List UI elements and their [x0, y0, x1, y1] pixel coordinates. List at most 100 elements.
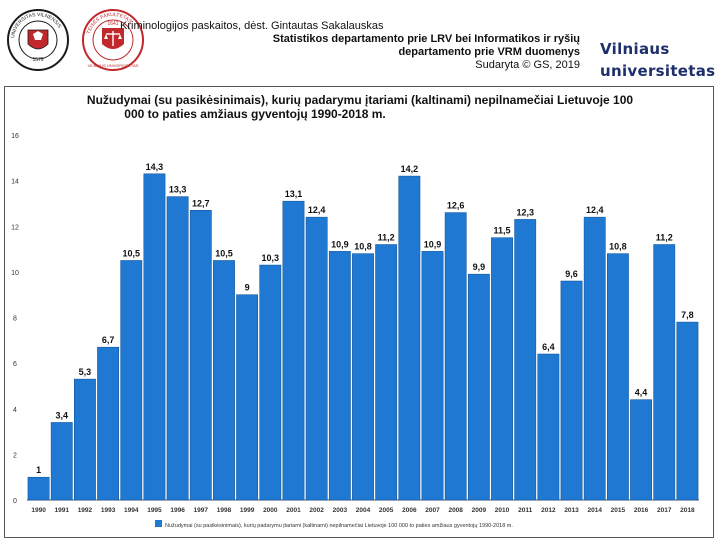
x-tick-label: 1995	[147, 507, 162, 514]
y-tick-label: 14	[11, 179, 19, 186]
data-label-2011: 12,3	[516, 207, 534, 217]
data-label-2013: 9,6	[565, 269, 578, 279]
data-label-1996: 13,3	[169, 185, 187, 195]
brand-line-2: universitetas	[600, 62, 716, 80]
y-tick-label: 10	[11, 270, 19, 277]
bar-chart: Nužudymai (su pasikėsinimais), kurių pad…	[11, 93, 699, 529]
data-label-2018: 7,8	[681, 310, 694, 320]
data-label-2010: 11,5	[494, 226, 511, 236]
legend: Nužudymai (su pasikėsinimais), kurių pad…	[155, 520, 513, 529]
x-tick-label: 2011	[518, 507, 532, 514]
x-tick-label: 2010	[495, 507, 510, 514]
x-tick-label: 2005	[379, 507, 394, 514]
bar-2006	[398, 175, 421, 501]
law-faculty-seal-logo: TEISĖS FAKULTETAS 1641 VILNIAUS UNIVERSI…	[82, 9, 144, 71]
x-tick-label: 2018	[680, 507, 695, 514]
data-label-2006: 14,2	[401, 164, 419, 174]
x-tick-label: 2002	[309, 507, 324, 514]
y-tick-label: 16	[11, 133, 19, 140]
data-label-1990: 1	[36, 465, 41, 475]
x-tick-label: 2012	[541, 507, 556, 514]
x-tick-label: 2008	[448, 507, 463, 514]
y-tick-label: 0	[13, 498, 17, 505]
x-tick-label: 1996	[170, 507, 185, 514]
bar-1997	[189, 210, 212, 501]
x-tick-label: 1993	[101, 507, 116, 514]
bar-2000	[259, 264, 282, 501]
bar-2001	[282, 200, 305, 501]
logo1-year: 1579	[32, 57, 43, 63]
bar-2004	[352, 253, 374, 501]
x-tick-label: 1999	[240, 507, 255, 514]
x-tick-label: 2004	[356, 507, 371, 514]
data-label-2009: 9,9	[473, 262, 486, 272]
x-tick-label: 2017	[657, 507, 672, 514]
data-label-2002: 12,4	[308, 205, 326, 215]
data-label-2000: 10,3	[262, 253, 280, 263]
y-tick-label: 4	[13, 407, 17, 414]
x-tick-label: 2006	[402, 507, 417, 514]
x-tick-label: 2013	[564, 507, 579, 514]
y-tick-label: 6	[13, 361, 17, 368]
bar-1991	[50, 422, 73, 501]
data-label-1999: 9	[245, 283, 250, 293]
y-tick-label: 8	[13, 316, 17, 323]
bar-2005	[375, 244, 398, 501]
data-label-1991: 3,4	[56, 410, 69, 420]
data-label-2008: 12,6	[447, 201, 465, 211]
data-label-2003: 10,9	[331, 239, 349, 249]
bar-2008	[444, 212, 467, 501]
bar-1998	[213, 260, 235, 501]
bar-2002	[305, 216, 328, 501]
y-tick-label: 2	[13, 452, 17, 459]
bar-2007	[421, 251, 444, 501]
chart-frame: Nužudymai (su pasikėsinimais), kurių pad…	[4, 86, 714, 538]
bar-2011	[514, 219, 537, 501]
bar-2012	[537, 353, 560, 501]
slide-header: Kriminologijos paskaitos, dėst. Gintauta…	[110, 20, 580, 72]
data-label-2012: 6,4	[542, 342, 555, 352]
bars-group: 1 3,4 5,3 6,7 10,5 14,3 13,3 12,7 10,5 9 10,3 13,1 1…	[27, 162, 699, 501]
university-seal-logo: 1579 UNIVERSITAS VILNENSIS	[7, 9, 69, 71]
bar-1995	[143, 173, 166, 501]
chart-title-line-1: Nužudymai (su pasikėsinimais), kurių pad…	[87, 93, 634, 107]
data-label-2014: 12,4	[586, 205, 604, 215]
data-label-1994: 10,5	[123, 248, 141, 258]
bar-1990	[27, 476, 50, 501]
data-label-2007: 10,9	[424, 239, 442, 249]
source-line-1: Statistikos departamento prie LRV bei In…	[272, 33, 580, 45]
x-tick-label: 2000	[263, 507, 278, 514]
legend-swatch	[155, 520, 162, 527]
data-label-2004: 10,8	[354, 242, 372, 252]
bar-2013	[560, 280, 583, 501]
brand-line-1: Vilniaus	[600, 40, 670, 58]
data-label-1998: 10,5	[215, 248, 233, 258]
bar-1993	[97, 346, 120, 501]
x-axis: 1990 1991 1992 1993 1994 1995 1996 1997 1998 1999…	[31, 507, 695, 514]
bar-2003	[328, 251, 351, 501]
x-tick-label: 2014	[587, 507, 602, 514]
lecture-title: Kriminologijos paskaitos, dėst. Gintauta…	[120, 20, 384, 32]
vilnius-university-brand: Vilniaus universitetas	[600, 38, 715, 82]
data-label-1993: 6,7	[102, 335, 115, 345]
x-tick-label: 2003	[333, 507, 348, 514]
x-tick-label: 2009	[472, 507, 487, 514]
y-tick-label: 12	[11, 224, 19, 231]
legend-label: Nužudymai (su pasikėsinimais), kurių pad…	[165, 523, 513, 529]
logo2-bottom-text: VILNIAUS UNIVERSITETAS	[88, 63, 139, 68]
data-label-1992: 5,3	[79, 367, 92, 377]
data-label-1997: 12,7	[192, 198, 210, 208]
bar-2014	[583, 216, 606, 501]
data-label-2015: 10,8	[609, 242, 627, 252]
x-tick-label: 2016	[634, 507, 649, 514]
source-line-2: departamento prie VRM duomenys	[398, 46, 580, 58]
data-label-2017: 11,2	[656, 233, 673, 243]
x-tick-label: 1991	[55, 507, 70, 514]
x-tick-label: 1998	[217, 507, 232, 514]
bar-1999	[236, 294, 259, 501]
chart-title-line-2: 000 to paties amžiaus gyventojų 1990-201…	[124, 107, 385, 121]
x-tick-label: 2015	[611, 507, 626, 514]
x-tick-label: 1994	[124, 507, 139, 514]
x-tick-label: 1990	[31, 507, 46, 514]
bar-2016	[630, 399, 652, 501]
